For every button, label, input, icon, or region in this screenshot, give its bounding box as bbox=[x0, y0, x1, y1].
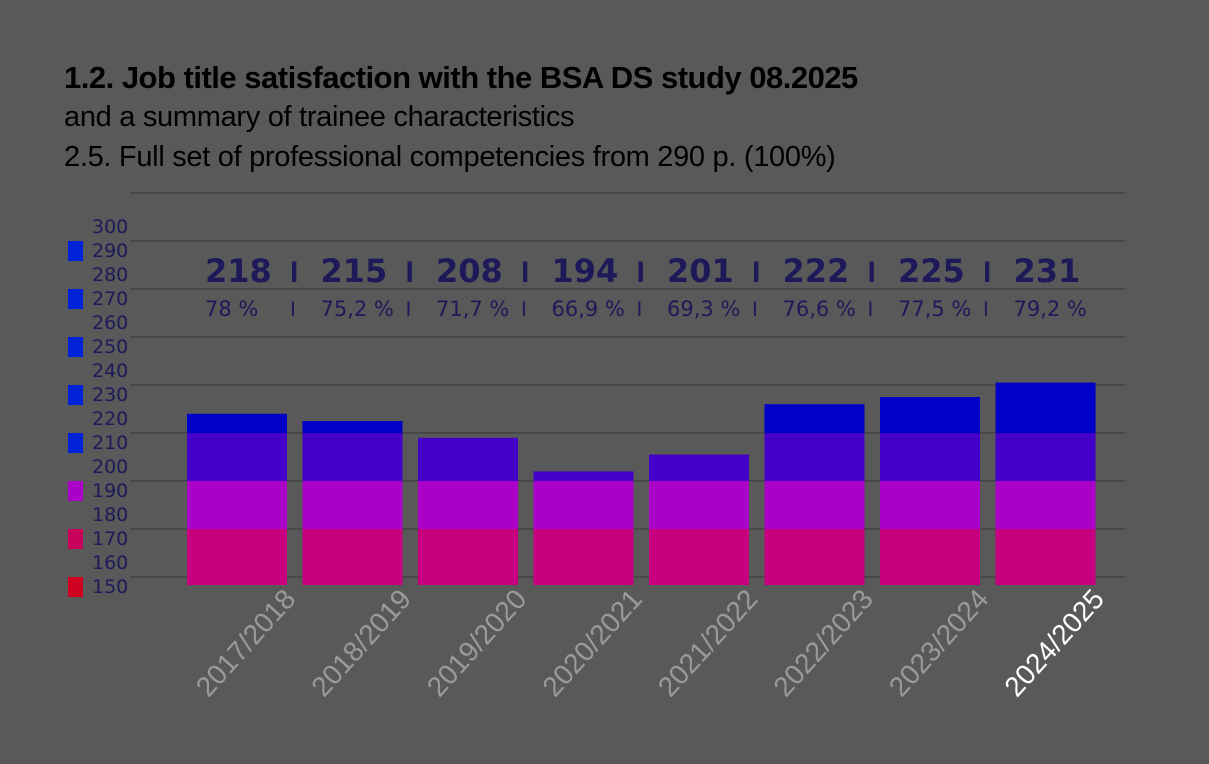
y-tick-label: 160 bbox=[92, 552, 128, 574]
bar-segment bbox=[302, 481, 403, 529]
separator: I bbox=[637, 256, 645, 289]
percent-label: 77,5 % bbox=[898, 297, 971, 321]
separator: I bbox=[983, 298, 989, 321]
separator: I bbox=[752, 298, 758, 321]
bar-segment bbox=[187, 529, 287, 585]
separator: I bbox=[637, 298, 643, 321]
x-tick-label: 2021/2022 bbox=[652, 583, 764, 702]
bar-segment bbox=[187, 433, 287, 481]
bar-segment bbox=[764, 529, 865, 585]
y-tick-label: 260 bbox=[92, 312, 128, 334]
bar-segment bbox=[880, 481, 980, 529]
percent-label: 69,3 % bbox=[667, 297, 740, 321]
bar-segment bbox=[418, 481, 518, 529]
value-label: 222 bbox=[783, 252, 850, 290]
chart-subtitle: and a summary of trainee characteristics bbox=[64, 101, 575, 133]
chart-subtitle-2: 2.5. Full set of professional competenci… bbox=[64, 141, 836, 173]
bar-segment bbox=[764, 481, 865, 529]
bar-segment bbox=[302, 421, 403, 433]
x-tick-label: 2017/2018 bbox=[190, 583, 302, 702]
separator: I bbox=[752, 256, 760, 289]
value-label: 225 bbox=[898, 252, 965, 290]
percent-label: 66,9 % bbox=[552, 297, 625, 321]
y-tick-label: 190 bbox=[92, 480, 128, 502]
y-tick-label: 280 bbox=[92, 264, 128, 286]
value-label: 215 bbox=[321, 252, 388, 290]
separator: I bbox=[290, 298, 296, 321]
value-label: 231 bbox=[1014, 252, 1081, 290]
legend-swatch bbox=[68, 481, 83, 501]
legend-swatch bbox=[68, 433, 83, 453]
bar-segment bbox=[995, 433, 1096, 481]
y-tick-label: 300 bbox=[92, 216, 128, 238]
bar-segment bbox=[418, 529, 518, 585]
legend-swatch bbox=[68, 289, 83, 309]
percent-label: 79,2 % bbox=[1014, 297, 1087, 321]
bar-segment bbox=[764, 433, 865, 481]
y-tick-label: 290 bbox=[92, 240, 128, 262]
bar-segment bbox=[533, 529, 634, 585]
y-tick-label: 170 bbox=[92, 528, 128, 550]
bar-segment bbox=[533, 471, 634, 481]
y-tick-label: 200 bbox=[92, 456, 128, 478]
bar-segment bbox=[649, 481, 749, 529]
legend-swatch bbox=[68, 577, 83, 597]
bar-segment bbox=[649, 454, 749, 481]
y-tick-label: 210 bbox=[92, 432, 128, 454]
bar-segment bbox=[764, 404, 865, 433]
percent-label: 76,6 % bbox=[783, 297, 856, 321]
value-label: 201 bbox=[667, 252, 734, 290]
legend-swatch bbox=[68, 385, 83, 405]
bar-segment bbox=[187, 481, 287, 529]
bar-segment bbox=[880, 529, 980, 585]
x-tick-label: 2018/2019 bbox=[305, 583, 417, 702]
value-label: 208 bbox=[436, 252, 503, 290]
y-tick-label: 270 bbox=[92, 288, 128, 310]
bar-segment bbox=[302, 529, 403, 585]
separator: I bbox=[983, 256, 991, 289]
percent-label: 75,2 % bbox=[321, 297, 394, 321]
legend-swatch bbox=[68, 241, 83, 261]
bar-segment bbox=[187, 413, 287, 433]
bar-segment bbox=[995, 481, 1096, 529]
x-tick-label: 2019/2020 bbox=[421, 583, 533, 702]
separator: I bbox=[521, 256, 529, 289]
chart-title: 1.2. Job title satisfaction with the BSA… bbox=[64, 60, 858, 95]
legend-swatch bbox=[68, 529, 83, 549]
bar-segment bbox=[649, 529, 749, 585]
x-tick-label: 2020/2021 bbox=[536, 583, 648, 702]
bar-segment bbox=[880, 433, 980, 481]
bar-segment bbox=[995, 382, 1096, 433]
bar-segment bbox=[880, 397, 980, 433]
y-tick-label: 250 bbox=[92, 336, 128, 358]
separator: I bbox=[290, 256, 298, 289]
legend-swatch bbox=[68, 337, 83, 357]
y-tick-label: 180 bbox=[92, 504, 128, 526]
percent-label: 78 % bbox=[205, 297, 258, 321]
separator: I bbox=[868, 298, 874, 321]
bar-segment bbox=[302, 433, 403, 481]
separator: I bbox=[406, 256, 414, 289]
separator: I bbox=[406, 298, 412, 321]
value-label: 194 bbox=[552, 252, 619, 290]
x-tick-label: 2022/2023 bbox=[767, 583, 879, 702]
y-tick-label: 240 bbox=[92, 360, 128, 382]
bar-segment bbox=[418, 437, 518, 481]
y-tick-label: 150 bbox=[92, 576, 128, 598]
value-label: 218 bbox=[205, 252, 272, 290]
separator: I bbox=[868, 256, 876, 289]
bar-segment bbox=[533, 481, 634, 529]
percent-label: 71,7 % bbox=[436, 297, 509, 321]
x-tick-label: 2024/2025 bbox=[998, 583, 1110, 702]
separator: I bbox=[521, 298, 527, 321]
y-tick-label: 220 bbox=[92, 408, 128, 430]
x-tick-label: 2023/2024 bbox=[883, 583, 995, 702]
bar-segment bbox=[995, 529, 1096, 585]
y-tick-label: 230 bbox=[92, 384, 128, 406]
